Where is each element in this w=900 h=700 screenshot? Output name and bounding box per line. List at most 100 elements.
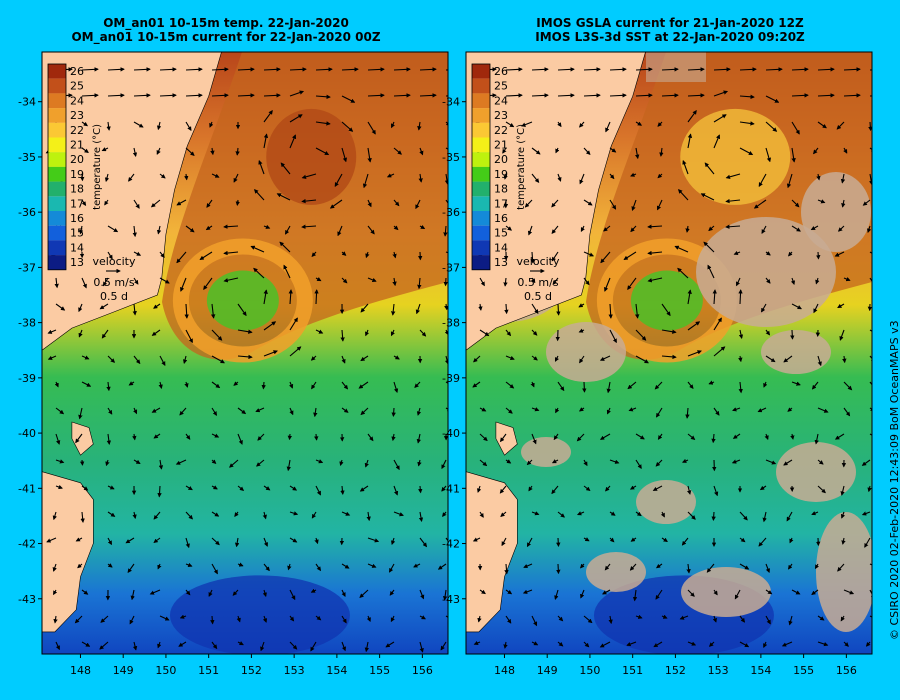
current-arrow <box>237 303 247 317</box>
current-arrow <box>184 381 189 388</box>
lon-tick-label: 148 <box>494 664 515 677</box>
current-arrow <box>523 563 533 569</box>
current-arrow <box>522 589 533 594</box>
current-arrow <box>263 485 271 491</box>
current-arrow <box>255 407 265 413</box>
current-arrow <box>157 485 162 498</box>
current-arrow <box>790 433 795 440</box>
current-arrow <box>341 407 349 413</box>
current-arrow <box>814 433 819 445</box>
current-arrow <box>53 589 58 596</box>
current-arrow <box>289 589 296 601</box>
current-arrow <box>811 589 819 596</box>
current-arrow <box>289 381 294 389</box>
current-arrow <box>416 407 422 416</box>
current-arrow <box>367 433 374 442</box>
current-arrow <box>364 459 369 468</box>
current-arrow <box>341 67 359 72</box>
current-arrow <box>366 511 371 522</box>
current-arrow <box>656 407 663 418</box>
current-arrow <box>647 224 663 229</box>
current-arrow <box>107 537 112 546</box>
current-arrow <box>105 459 110 467</box>
current-arrow <box>414 381 421 389</box>
current-arrow <box>419 147 424 156</box>
no-data-patch <box>776 442 856 502</box>
current-arrow <box>765 589 773 595</box>
current-arrow <box>315 147 330 156</box>
current-arrow <box>390 329 395 337</box>
current-arrow <box>367 121 376 135</box>
current-arrow <box>759 485 767 491</box>
current-arrow <box>478 303 483 311</box>
no-data-patch <box>801 172 871 252</box>
current-arrow <box>179 614 187 619</box>
current-arrow <box>180 277 187 292</box>
current-arrow <box>445 537 448 547</box>
current-arrow <box>185 147 195 156</box>
current-arrow <box>790 277 796 286</box>
lon-tick-label: 151 <box>198 664 219 677</box>
current-arrow <box>185 121 192 132</box>
current-arrow <box>758 173 767 187</box>
current-arrow <box>551 485 559 495</box>
current-arrow <box>674 245 689 253</box>
current-arrow <box>531 93 549 98</box>
current-arrow <box>843 381 853 391</box>
current-arrow <box>837 225 845 232</box>
current-arrow <box>441 485 447 492</box>
current-arrow <box>579 173 585 185</box>
lat-tick-label: -43 <box>442 593 460 606</box>
current-arrow <box>205 225 213 231</box>
current-arrow <box>78 225 84 235</box>
current-arrow <box>647 277 663 283</box>
current-arrow <box>583 147 591 156</box>
current-arrow <box>365 329 370 337</box>
current-arrow <box>609 93 627 98</box>
current-arrow <box>393 511 404 517</box>
current-arrow <box>185 93 203 98</box>
current-arrow <box>627 381 637 390</box>
current-arrow <box>655 459 663 467</box>
current-arrow <box>254 189 265 201</box>
current-arrow <box>153 303 161 309</box>
current-arrow <box>199 251 213 260</box>
current-arrow <box>472 537 481 542</box>
current-arrow <box>301 173 317 179</box>
current-arrow <box>389 589 395 596</box>
current-arrow <box>289 114 303 123</box>
current-arrow <box>711 433 716 444</box>
eddy-core <box>630 270 703 331</box>
current-arrow <box>579 355 585 364</box>
current-arrow <box>211 381 221 389</box>
current-arrow <box>629 563 637 571</box>
current-arrow <box>393 147 402 155</box>
current-arrow <box>176 199 187 206</box>
current-arrow <box>150 199 161 208</box>
current-arrow <box>786 173 793 189</box>
current-arrow <box>869 563 872 566</box>
current-arrow <box>817 121 827 129</box>
current-arrow <box>661 67 679 72</box>
current-arrow <box>133 93 151 98</box>
current-arrow <box>279 241 291 253</box>
current-arrow <box>289 346 302 357</box>
current-arrow <box>733 250 741 255</box>
current-arrow <box>654 381 663 390</box>
current-arrow <box>869 407 872 412</box>
current-arrow <box>184 173 189 181</box>
lat-tick-label: -41 <box>18 482 36 495</box>
current-arrow <box>661 93 679 98</box>
current-arrow <box>149 589 161 595</box>
current-arrow <box>789 537 794 544</box>
current-arrow <box>582 381 587 393</box>
current-arrow <box>314 537 319 545</box>
current-arrow <box>630 225 637 233</box>
current-arrow <box>233 381 239 386</box>
current-arrow <box>687 289 692 305</box>
current-arrow <box>442 589 448 601</box>
current-arrow <box>712 615 717 623</box>
current-arrow <box>393 67 411 72</box>
current-arrow <box>132 433 137 441</box>
current-arrow <box>503 277 508 287</box>
